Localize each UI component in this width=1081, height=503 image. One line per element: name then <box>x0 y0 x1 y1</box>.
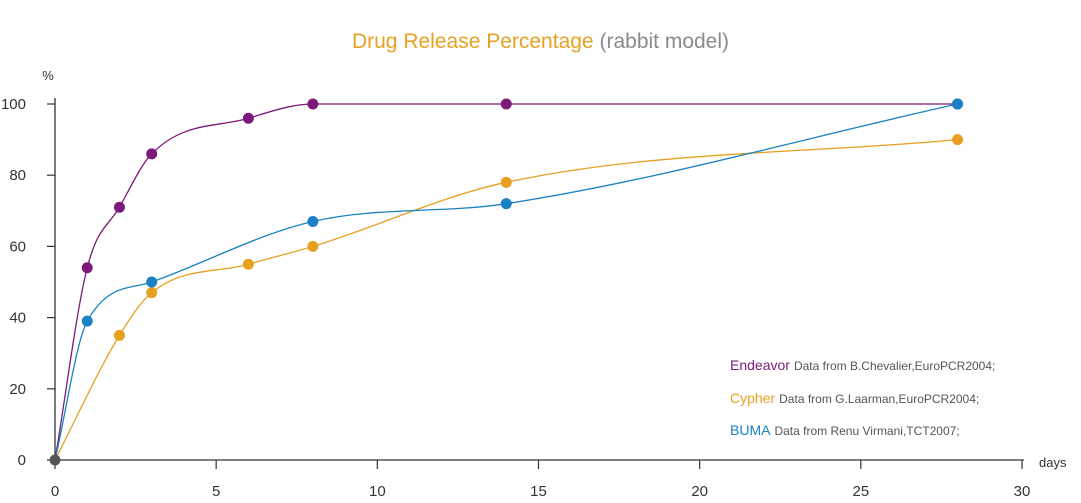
data-point-cypher <box>242 258 254 270</box>
data-point-cypher <box>146 287 158 299</box>
y-tick-label: 80 <box>9 167 26 184</box>
x-tick-label: 15 <box>530 483 547 500</box>
y-tick-label: 100 <box>1 96 26 113</box>
legend-note: Data from G.Laarman,EuroPCR2004; <box>779 392 980 406</box>
y-tick-label: 20 <box>9 381 26 398</box>
data-point-cypher <box>952 134 964 146</box>
legend-item-buma: BUMA Data from Renu Virmani,TCT2007; <box>730 422 960 438</box>
data-point-buma <box>146 276 158 288</box>
data-point-endeavor <box>242 112 254 124</box>
legend-label: Cypher <box>730 390 776 406</box>
origin-point <box>49 454 61 466</box>
data-point-endeavor <box>81 262 93 274</box>
data-point-buma <box>81 315 93 327</box>
y-tick-label: 40 <box>9 310 26 327</box>
chart-title: Drug Release Percentage (rabbit model) <box>0 30 1081 54</box>
chart-title-main: Drug Release Percentage <box>351 30 594 53</box>
y-tick-label: 60 <box>9 238 26 255</box>
legend-note: Data from B.Chevalier,EuroPCR2004; <box>793 359 996 373</box>
data-point-endeavor <box>113 201 125 213</box>
x-tick-label: 25 <box>852 483 869 500</box>
series-line-endeavor <box>54 103 958 461</box>
legend-label: Endeavor <box>730 357 790 373</box>
data-point-cypher <box>307 240 319 252</box>
legend-label: BUMA <box>730 422 771 438</box>
x-tick-label: 20 <box>691 483 708 500</box>
legend-note: Data from Renu Virmani,TCT2007; <box>774 424 960 438</box>
x-tick-label: 30 <box>1014 483 1031 500</box>
data-point-endeavor <box>307 98 319 110</box>
y-axis-label: % <box>42 68 54 83</box>
series-line-buma <box>54 103 958 461</box>
x-tick-label: 5 <box>212 483 220 500</box>
data-point-endeavor <box>146 148 158 160</box>
chart-subtitle: (rabbit model) <box>599 30 730 53</box>
data-point-buma <box>952 98 964 110</box>
legend-item-cypher: Cypher Data from G.Laarman,EuroPCR2004; <box>730 390 979 406</box>
legend-item-endeavor: Endeavor Data from B.Chevalier,EuroPCR200… <box>730 357 995 373</box>
data-point-endeavor <box>500 98 512 110</box>
data-point-cypher <box>500 176 512 188</box>
data-point-buma <box>500 198 512 210</box>
data-point-buma <box>307 215 319 227</box>
y-tick-label: 0 <box>18 452 26 469</box>
x-axis-label: days <box>1039 455 1067 470</box>
x-tick-label: 10 <box>369 483 386 500</box>
x-tick-label: 0 <box>51 483 59 500</box>
data-point-cypher <box>113 329 125 341</box>
